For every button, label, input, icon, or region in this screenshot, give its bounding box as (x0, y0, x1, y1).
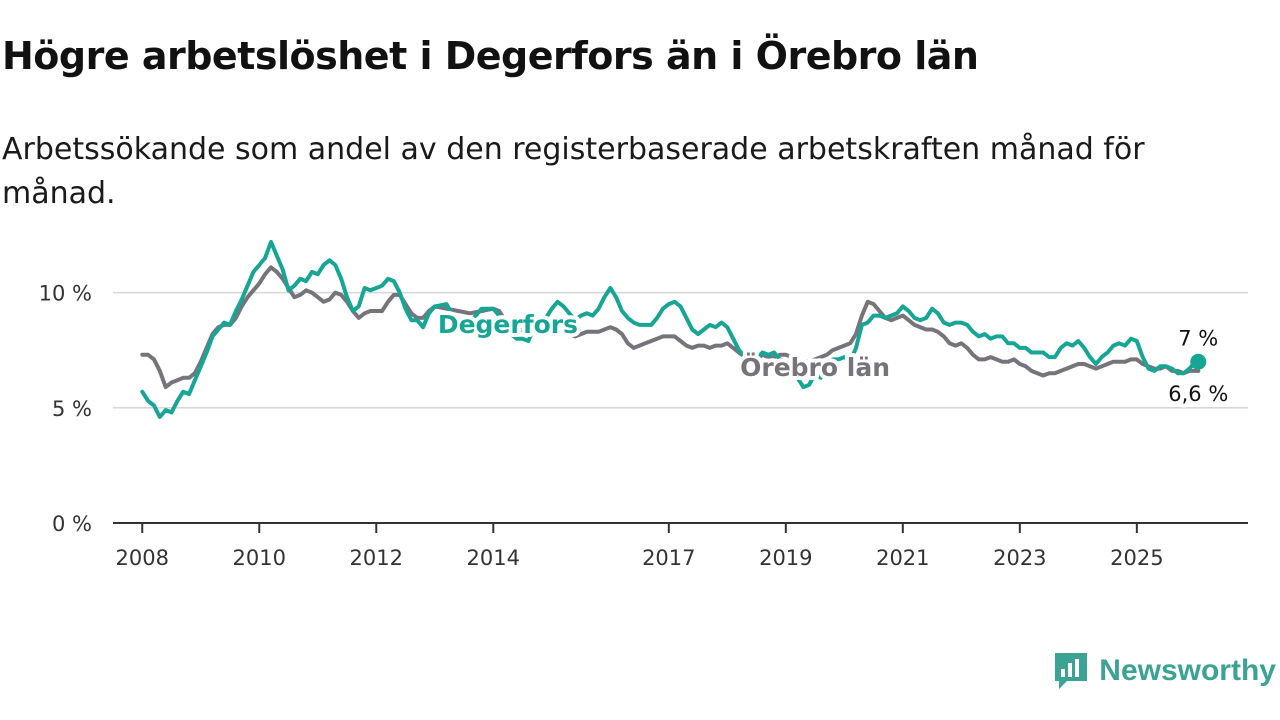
chart-subtitle: Arbetssökande som andel av den registerb… (2, 132, 1145, 211)
degerfors-end-label-halo: 7 % (1178, 327, 1218, 351)
x-tick-label: 2021 (876, 546, 929, 570)
x-tick-label: 2023 (993, 546, 1046, 570)
orebro-end-label-halo: 6,6 % (1168, 382, 1228, 406)
degerfors-end-dot (1190, 353, 1207, 370)
series-line-orebro (140, 265, 1201, 390)
orebro-end-label-text: 6,6 % (1168, 382, 1228, 406)
x-axis: 2008 2010 2012 2014 2017 2019 2021 2023 2025 (113, 522, 1248, 570)
y-tick-label: 10 % (39, 282, 92, 306)
brand-name: Newsworthy (1099, 654, 1276, 687)
x-tick-label: 2010 (233, 546, 286, 570)
y-tick-label: 5 % (52, 397, 92, 421)
label-orebro-halo: Örebro län (740, 352, 890, 382)
x-tick-label: 2014 (467, 546, 520, 570)
x-tick-label: 2025 (1110, 546, 1163, 570)
series-line-degerfors (140, 239, 1201, 419)
x-tick-label: 2019 (759, 546, 812, 570)
orebro-end-label: 6,6 %6,6 % (1164, 378, 1232, 410)
label-degerfors-halo: Degerfors (438, 310, 578, 339)
degerfors-end-label: 7 %7 % (1174, 323, 1222, 355)
y-axis-labels: 0 % 5 % 10 % (39, 282, 92, 536)
chart-title: Högre arbetslöshet i Degerfors än i Öreb… (2, 34, 979, 78)
y-tick-label: 0 % (52, 512, 92, 536)
x-tick-label: 2008 (116, 546, 169, 570)
label-degerfors-text: Degerfors (438, 310, 578, 339)
newsworthy-brand: Newsworthy (1053, 648, 1276, 694)
degerfors-end-label-text: 7 % (1178, 327, 1218, 351)
newsworthy-logo-icon (1055, 653, 1088, 689)
x-tick-label: 2017 (642, 546, 695, 570)
series-lines (140, 239, 1201, 419)
label-orebro-text: Örebro län (740, 352, 890, 382)
x-tick-label: 2012 (350, 546, 403, 570)
